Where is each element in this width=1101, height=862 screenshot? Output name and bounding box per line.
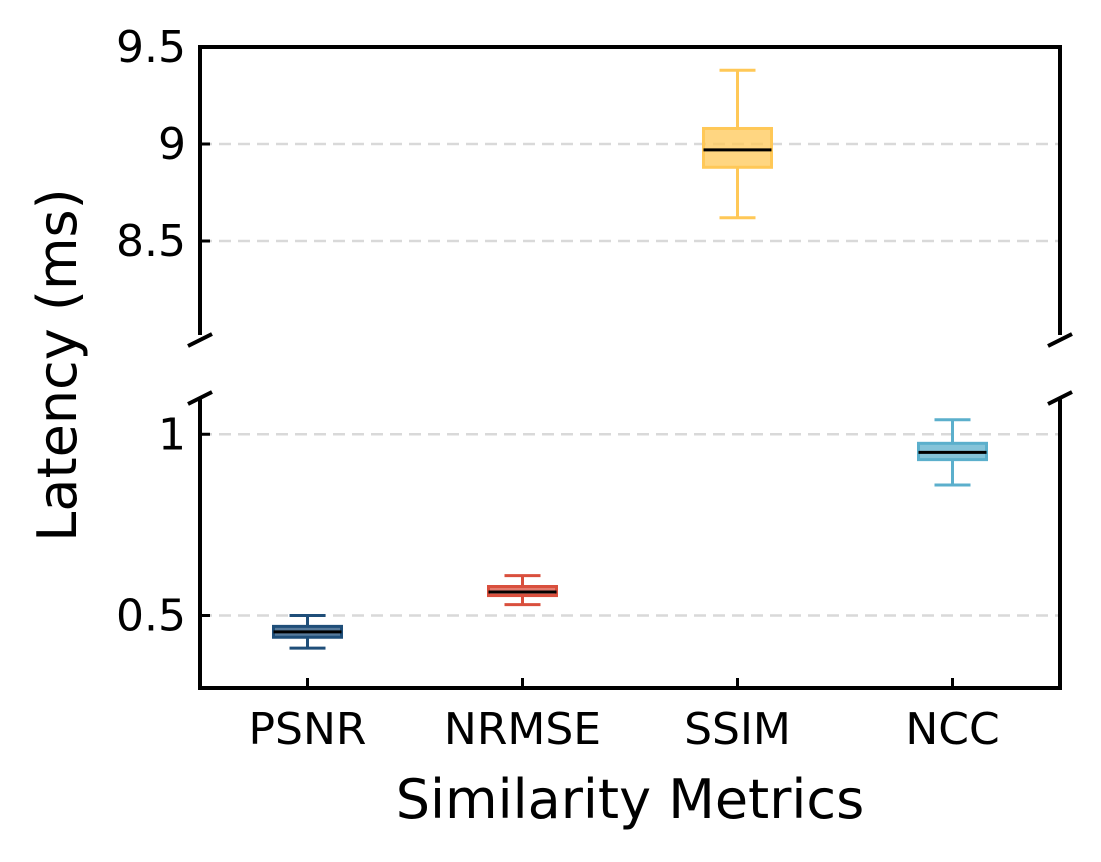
y-tick-label-lower-0: 0.5: [116, 591, 186, 642]
axis-break-mark-lower-left: [187, 390, 213, 406]
axis-break-mark-lower-right: [1047, 390, 1073, 406]
box-series: [272, 68, 988, 650]
y-tick-label-upper-0: 8.5: [116, 216, 186, 267]
box-nrmse: [487, 574, 558, 607]
axis-break-mark-upper-left: [187, 332, 213, 348]
y-axis-title: Latency (ms): [26, 188, 89, 541]
x-tick-label-psnr: PSNR: [249, 704, 367, 755]
x-tick-label-nrmse: NRMSE: [444, 704, 601, 755]
x-tick-label-ncc: NCC: [905, 704, 999, 755]
y-axis-ticks: 8.5 9 9.5 0.5 1: [116, 22, 210, 642]
upper-panel-gridlines: [200, 142, 1060, 243]
box-ncc: [917, 418, 988, 487]
x-tick-label-ssim: SSIM: [684, 704, 791, 755]
box-psnr: [272, 614, 343, 650]
y-tick-label-upper-2: 9.5: [116, 22, 186, 73]
y-tick-label-lower-1: 1: [158, 409, 186, 460]
x-axis-title: Similarity Metrics: [396, 768, 865, 831]
y-tick-label-upper-1: 9: [158, 119, 186, 170]
axis-break-mark-upper-right: [1047, 332, 1073, 348]
upper-panel-frame: [198, 45, 1062, 335]
lower-panel-frame: [198, 398, 1062, 690]
lower-panel-gridlines: [200, 433, 1060, 617]
x-axis-ticks: PSNR NRMSE SSIM NCC: [249, 678, 1000, 755]
iqr-box: [702, 126, 773, 169]
box-ssim: [702, 68, 773, 220]
